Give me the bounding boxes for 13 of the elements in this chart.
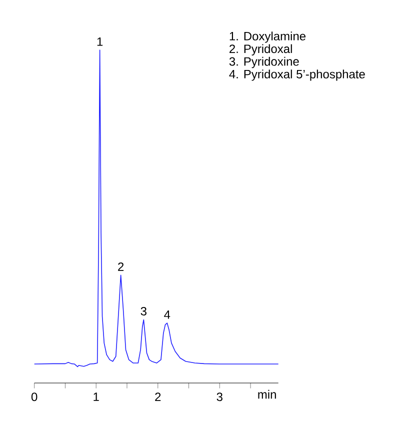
annotation: 2 <box>118 262 124 271</box>
x-tick-label: 0 <box>31 392 38 402</box>
text: 1. Doxylamine <box>230 32 306 43</box>
x-axis-title: min <box>258 390 276 399</box>
annotation: 4 <box>164 310 170 319</box>
annotation: 3. Pyridoxine <box>229 56 299 68</box>
x-tick-label: 1 <box>94 392 99 401</box>
annotation: 3 <box>140 306 146 316</box>
x-tick-label: 2 <box>154 392 160 401</box>
annotation: 1 <box>97 37 102 46</box>
annotation: 2. Pyridoxal <box>229 44 292 56</box>
annotation: 4. Pyridoxal 5’-phosphate <box>229 70 365 81</box>
x-tick-label: 3 <box>216 392 222 402</box>
